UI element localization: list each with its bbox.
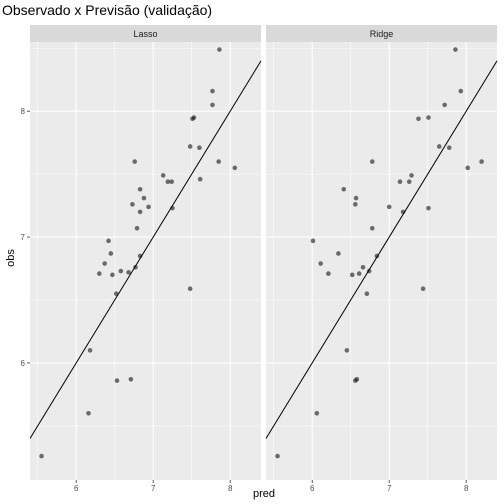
chart-title: Observado x Previsão (validação): [2, 2, 212, 18]
data-point: [275, 453, 280, 459]
data-point: [87, 348, 93, 353]
data-point: [126, 270, 131, 275]
data-point: [130, 202, 135, 207]
x-tick-label: 7: [387, 484, 392, 493]
data-point: [102, 261, 107, 266]
data-point: [128, 377, 134, 382]
y-axis-title: obs: [5, 249, 17, 267]
data-point: [369, 225, 375, 231]
data-point: [141, 195, 147, 201]
data-point: [406, 179, 412, 185]
data-point: [369, 159, 375, 164]
data-point: [232, 165, 238, 171]
data-point: [436, 144, 442, 149]
facet-panels: Lasso 6 7 8 6 7 8 Ridge 6 7 8: [21, 25, 498, 493]
data-point: [187, 286, 193, 291]
data-point: [420, 286, 426, 291]
data-point: [165, 179, 171, 185]
data-point: [465, 165, 471, 171]
facet-panel-lasso: Lasso 6 7 8 6 7 8: [21, 25, 262, 493]
data-point: [336, 251, 341, 256]
data-point: [197, 176, 203, 182]
data-point: [146, 204, 151, 210]
data-point: [114, 378, 120, 383]
data-point: [349, 272, 355, 278]
data-point: [118, 268, 124, 274]
data-point: [356, 271, 362, 276]
data-point: [217, 47, 222, 52]
data-point: [353, 195, 359, 201]
x-axis-title: pred: [253, 488, 275, 500]
facet-panel-ridge: Ridge 6 7 8: [265, 25, 498, 493]
data-point: [479, 159, 484, 164]
data-point: [318, 261, 323, 266]
data-point: [453, 47, 458, 52]
x-tick-label: 8: [464, 484, 469, 493]
data-point: [216, 159, 221, 164]
data-point: [360, 264, 366, 270]
facet-strip: [266, 25, 497, 42]
data-point: [86, 410, 91, 416]
x-tick-label: 6: [310, 484, 315, 493]
data-point: [314, 410, 320, 416]
data-point: [364, 291, 370, 297]
data-point: [446, 145, 452, 151]
data-point: [169, 179, 174, 185]
data-point: [426, 115, 431, 120]
data-point: [210, 102, 215, 108]
data-point: [137, 209, 143, 215]
y-tick-label: 8: [21, 107, 26, 116]
facet-strip-label: Ridge: [370, 29, 394, 39]
data-point: [397, 179, 403, 185]
data-point: [108, 251, 114, 256]
data-point: [458, 88, 464, 94]
y-tick-label: 7: [21, 233, 26, 242]
data-point: [426, 205, 431, 211]
data-point: [160, 173, 166, 178]
x-tick-label: 7: [151, 484, 156, 493]
data-point: [132, 159, 138, 164]
data-point: [210, 88, 215, 94]
data-point: [341, 186, 347, 192]
data-point: [134, 225, 140, 231]
data-point: [197, 145, 202, 151]
data-point: [310, 238, 316, 244]
data-point: [39, 453, 44, 459]
x-tick-label: 6: [74, 484, 79, 493]
data-point: [110, 272, 115, 278]
data-point: [353, 202, 358, 207]
data-point: [344, 348, 350, 353]
identity-reference-line: [29, 60, 262, 439]
data-point: [137, 186, 143, 192]
data-point: [442, 102, 447, 108]
data-point: [326, 271, 331, 276]
data-point: [416, 116, 421, 122]
data-point: [409, 173, 414, 178]
data-point: [106, 238, 111, 244]
panel-background: [30, 42, 261, 480]
facet-strip: [30, 25, 261, 42]
facet-strip-label: Lasso: [133, 29, 157, 39]
identity-reference-line: [265, 60, 498, 439]
panel-background: [266, 42, 497, 480]
data-point: [386, 204, 392, 210]
data-point: [97, 271, 102, 276]
x-tick-label: 8: [228, 484, 233, 493]
data-point: [191, 115, 197, 120]
data-point: [187, 144, 193, 149]
y-tick-label: 6: [21, 359, 26, 368]
data-point: [354, 377, 360, 382]
